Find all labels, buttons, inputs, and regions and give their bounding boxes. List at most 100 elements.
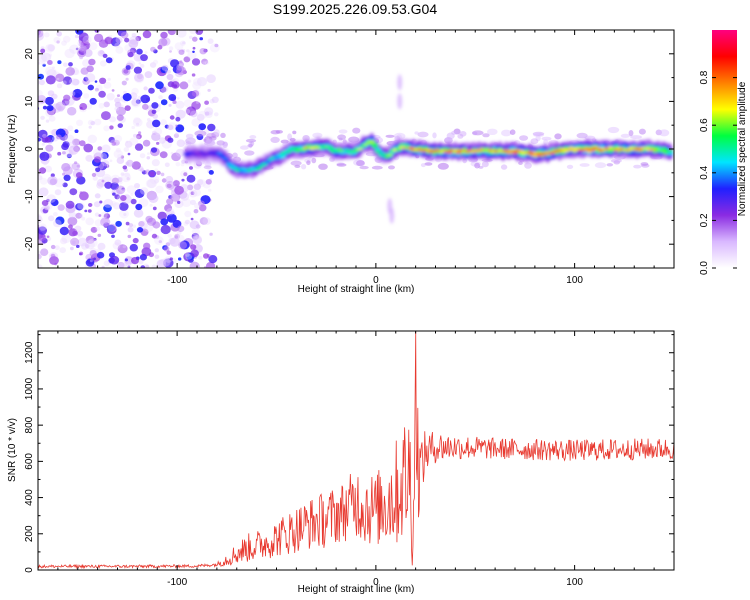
noise-speckle: [628, 130, 634, 137]
noise-speckle: [75, 47, 79, 51]
noise-speckle: [80, 67, 89, 75]
noise-speckle: [85, 103, 93, 110]
noise-speckle: [240, 145, 249, 150]
noise-speckle: [160, 172, 165, 177]
noise-speckle: [189, 35, 193, 39]
noise-speckle: [114, 106, 120, 112]
noise-speckle: [135, 122, 140, 126]
noise-speckle: [27, 254, 35, 261]
noise-speckle: [63, 174, 71, 182]
noise-speckle: [630, 135, 642, 139]
noise-speckle: [73, 69, 80, 76]
ridge-cell: [225, 163, 232, 166]
noise-speckle: [160, 218, 169, 226]
noise-speckle: [86, 154, 94, 163]
noise-speckle: [149, 203, 153, 207]
noise-speckle: [206, 261, 216, 268]
noise-speckle: [199, 48, 207, 55]
noise-speckle: [147, 152, 150, 155]
noise-speckle: [202, 61, 207, 65]
noise-speckle: [28, 118, 37, 126]
noise-speckle: [24, 124, 34, 133]
noise-speckle: [143, 86, 148, 91]
noise-speckle: [106, 165, 110, 168]
spectrogram-ytick-label: 20: [24, 48, 35, 60]
noise-speckle: [158, 137, 166, 144]
noise-speckle: [49, 256, 59, 265]
noise-speckle: [187, 184, 194, 191]
noise-speckle: [166, 250, 172, 255]
noise-speckle: [132, 237, 139, 244]
noise-speckle: [57, 204, 65, 211]
noise-speckle: [117, 123, 124, 128]
noise-speckle: [109, 159, 113, 163]
noise-speckle: [134, 74, 145, 84]
noise-speckle: [150, 147, 158, 153]
noise-speckle: [148, 87, 155, 94]
noise-speckle: [30, 82, 33, 85]
noise-speckle: [222, 141, 228, 148]
noise-speckle: [371, 165, 383, 170]
noise-speckle: [39, 151, 50, 161]
noise-speckle: [170, 59, 180, 68]
noise-speckle: [124, 172, 131, 178]
noise-speckle: [207, 38, 214, 44]
noise-speckle: [140, 168, 145, 173]
noise-speckle: [139, 153, 146, 159]
noise-speckle: [69, 44, 80, 54]
noise-speckle: [204, 111, 213, 118]
noise-speckle: [78, 32, 89, 42]
spectrogram-ytick-label: 0: [24, 146, 35, 152]
noise-speckle: [290, 160, 302, 166]
noise-speckle: [105, 57, 113, 64]
noise-speckle: [356, 160, 365, 167]
noise-speckle: [606, 163, 614, 167]
noise-speckle: [175, 132, 179, 136]
noise-speckle: [187, 50, 197, 60]
noise-speckle: [144, 71, 153, 79]
noise-speckle: [446, 132, 455, 140]
noise-speckle: [167, 30, 177, 36]
noise-speckle: [27, 216, 32, 221]
noise-speckle: [38, 175, 43, 181]
noise-speckle: [38, 250, 41, 254]
noise-speckle: [62, 76, 73, 85]
noise-speckle: [98, 90, 106, 98]
ridge-cell: [434, 149, 441, 152]
noise-speckle: [633, 164, 642, 169]
noise-speckle: [131, 125, 135, 130]
noise-speckle: [137, 73, 143, 80]
noise-speckle: [30, 60, 36, 65]
noise-speckle: [127, 234, 132, 239]
noise-speckle: [66, 153, 72, 159]
noise-speckle: [50, 244, 56, 250]
noise-speckle: [131, 33, 137, 38]
noise-speckle: [40, 48, 46, 54]
noise-speckle: [163, 246, 170, 252]
noise-speckle: [74, 161, 78, 165]
noise-speckle: [53, 219, 62, 228]
noise-speckle: [45, 144, 54, 152]
noise-speckle: [192, 234, 202, 244]
noise-speckle: [43, 32, 50, 38]
noise-speckle: [132, 224, 137, 228]
noise-speckle: [83, 143, 93, 153]
noise-speckle: [193, 183, 201, 191]
noise-speckle: [68, 211, 77, 219]
noise-speckle: [186, 174, 196, 183]
noise-speckle: [48, 115, 56, 122]
noise-speckle: [77, 202, 85, 210]
noise-speckle: [46, 105, 54, 112]
noise-speckle: [168, 94, 177, 101]
spectrogram-xlabel: Height of straight line (km): [298, 284, 415, 295]
noise-speckle: [214, 43, 219, 48]
noise-speckle: [207, 88, 211, 92]
noise-speckle: [38, 226, 47, 235]
noise-speckle: [129, 137, 139, 146]
noise-speckle: [64, 134, 75, 144]
noise-speckle: [100, 217, 111, 227]
snr-xlabel: Height of straight line (km): [298, 584, 415, 595]
snr-series-line: [38, 331, 674, 570]
spectrogram-ytick-label: 10: [24, 95, 35, 107]
noise-speckle: [198, 200, 205, 207]
